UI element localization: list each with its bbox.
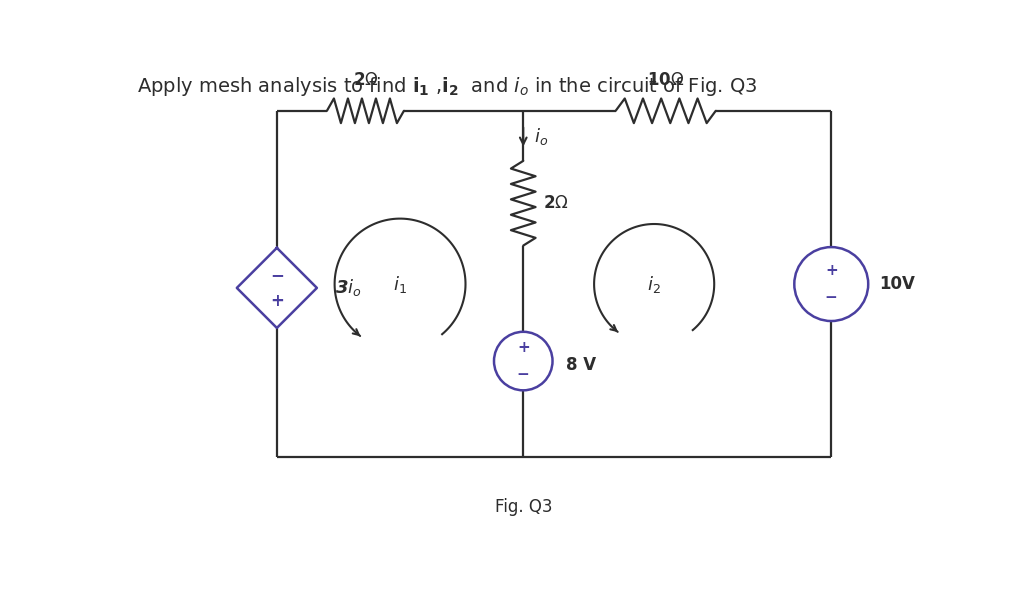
Text: Apply mesh analysis to find $\mathbf{i_1}$ ,$\mathbf{i_2}$  and $\mathit{i_o}$ i: Apply mesh analysis to find $\mathbf{i_1… — [137, 75, 757, 97]
Text: −: − — [517, 367, 529, 382]
Text: +: + — [825, 264, 838, 278]
Text: i$_2$: i$_2$ — [647, 273, 662, 295]
Text: 2$\Omega$: 2$\Omega$ — [543, 194, 568, 212]
Text: 2$\Omega$: 2$\Omega$ — [352, 71, 378, 90]
Text: Fig. Q3: Fig. Q3 — [495, 498, 552, 516]
Text: −: − — [270, 266, 284, 284]
Text: −: − — [825, 290, 838, 304]
Text: +: + — [270, 292, 284, 310]
Text: $i_o$: $i_o$ — [535, 125, 548, 147]
Text: i$_1$: i$_1$ — [393, 273, 408, 295]
Text: +: + — [517, 340, 529, 356]
Text: 10$\Omega$: 10$\Omega$ — [647, 71, 684, 90]
Text: 3$i_o$: 3$i_o$ — [335, 278, 361, 298]
Text: 8 V: 8 V — [565, 356, 596, 374]
Text: 10V: 10V — [879, 275, 914, 293]
